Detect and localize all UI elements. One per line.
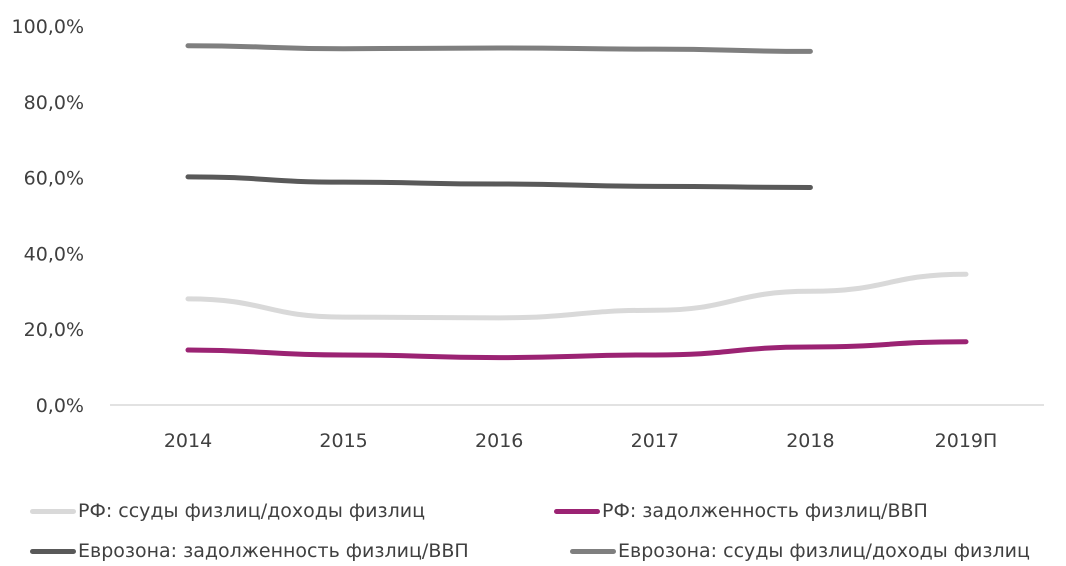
x-tick-label: 2016 [475,430,523,452]
x-tick-label: 2018 [786,430,834,452]
y-tick-label: 40,0% [24,243,84,265]
x-axis-ticks: 2014 2015 2016 2017 2018 2019П [164,430,998,452]
series-lines [185,43,969,361]
y-axis-ticks: 0,0% 20,0% 40,0% 60,0% 80,0% 100,0% [12,16,84,417]
series-line-0 [185,271,969,321]
x-tick-label: 2015 [319,430,367,452]
series-line-1 [185,339,969,361]
series-line-2 [185,174,813,190]
x-tick-label: 2017 [631,430,679,452]
x-tick-label: 2019П [935,430,998,452]
y-tick-label: 20,0% [24,319,84,341]
y-tick-label: 80,0% [24,92,84,114]
series-line-3 [185,43,813,54]
y-tick-label: 0,0% [36,395,84,417]
y-tick-label: 100,0% [12,16,84,38]
x-tick-label: 2014 [164,430,212,452]
y-tick-label: 60,0% [24,168,84,190]
